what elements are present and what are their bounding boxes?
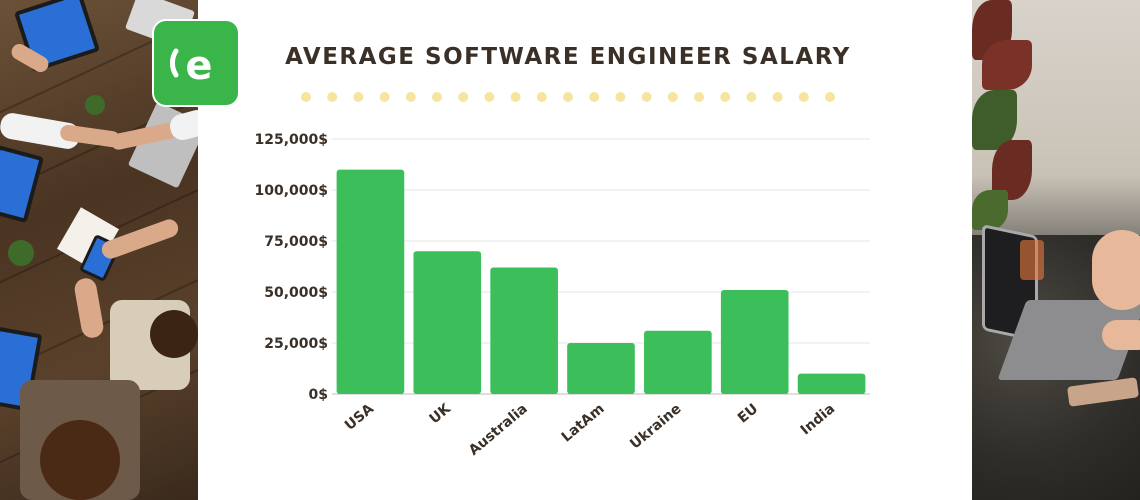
bar-latam	[567, 343, 635, 394]
bar-australia	[490, 267, 558, 394]
brand-logo-icon: e	[170, 43, 213, 89]
bar-india	[797, 373, 866, 394]
divider-dot	[772, 92, 783, 102]
y-tick-label: 125,000$	[254, 132, 328, 148]
x-tick-label: Ukraine	[627, 401, 684, 453]
bar-uk	[413, 251, 482, 394]
y-tick-label: 0$	[309, 387, 328, 403]
divider-dot	[720, 92, 731, 102]
divider-dot	[615, 92, 626, 102]
chart-title: AVERAGE SOFTWARE ENGINEER SALARY	[285, 44, 851, 70]
x-tick-label: USA	[342, 401, 377, 434]
y-tick-label: 25,000$	[264, 336, 328, 352]
x-tick-label: EU	[735, 401, 761, 427]
divider-dot	[432, 92, 442, 102]
divider-dot	[510, 92, 521, 102]
divider-dot	[301, 92, 311, 102]
divider-dot	[405, 92, 416, 102]
cafe-photo-right	[972, 0, 1140, 500]
brand-logo: e	[154, 21, 238, 105]
divider-dot	[798, 92, 809, 102]
divider-dot	[353, 92, 364, 102]
chart-bars	[336, 169, 866, 394]
divider-dot	[825, 92, 835, 102]
bar-eu	[720, 289, 789, 394]
y-tick-label: 75,000$	[264, 234, 328, 250]
x-tick-label: UK	[427, 400, 455, 427]
divider-dot	[327, 92, 338, 102]
y-axis: 0$ 25,000$ 50,000$ 75,000$ 100,000$ 125,000$	[254, 132, 328, 403]
x-axis: USA UK Australia LatAm Ukraine EU India	[342, 400, 838, 459]
x-tick-label: India	[798, 401, 839, 439]
divider-dot	[746, 92, 757, 102]
x-tick-label: LatAm	[559, 401, 608, 446]
divider-dot	[694, 92, 704, 102]
divider-dot	[484, 92, 495, 102]
divider-dot	[667, 92, 678, 102]
y-tick-label: 100,000$	[254, 183, 328, 199]
title-divider-dots	[301, 92, 835, 102]
bar-usa	[336, 169, 405, 394]
divider-dot	[458, 92, 469, 102]
divider-dot	[379, 92, 390, 102]
x-tick-label: Australia	[466, 401, 531, 459]
bar-ukraine	[644, 330, 712, 394]
divider-dot	[563, 92, 573, 102]
y-tick-label: 50,000$	[264, 285, 328, 301]
divider-dot	[536, 92, 547, 102]
divider-dot	[589, 92, 600, 102]
divider-dot	[641, 92, 652, 102]
logo-letter: e	[185, 43, 212, 89]
